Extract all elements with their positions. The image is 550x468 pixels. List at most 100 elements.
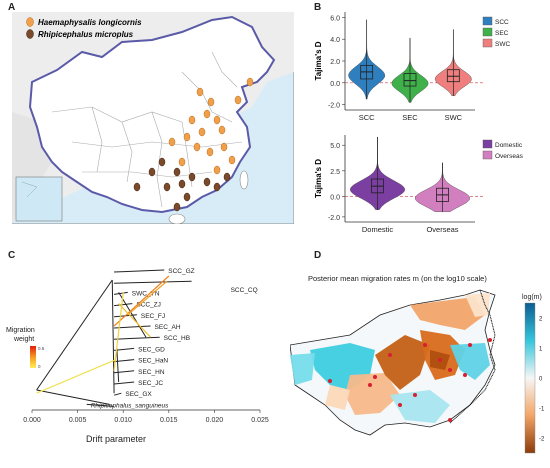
d-rate-patch [345,373,400,415]
c-taxon-label: SEC_GD [138,346,165,353]
d-rate-patch [375,335,430,390]
c-migration-edge [36,359,117,394]
c-legend-tick: 0 [38,364,41,369]
c-legend-title-1: Migration [6,327,35,334]
c-xtick-label: 0.000 [23,417,41,424]
c-taxon-label: SEC_HN [138,369,165,376]
d-colorbar-tick: -1 [539,407,545,413]
china-outline [28,15,276,214]
d-rate-patch [325,385,350,410]
c-migration-edge [113,275,170,327]
c-internal-branch [36,279,113,391]
c-internal-branch [36,389,110,405]
b-legend-label: Domestic [495,142,523,149]
b-ytick-label: -2.0 [328,215,340,222]
b-category-label: SWC [445,113,463,122]
c-taxon-label: SEC_HaN [138,358,168,365]
b-legend-label: SEC [495,30,509,37]
panel-label-d: D [314,250,322,261]
c-taxon-label: SCC_ZJ [136,302,161,309]
d-deme-point [328,379,332,383]
d-deme-point [373,375,377,379]
sample-site-markers [133,77,254,212]
c-branch [114,370,135,374]
box-scc [360,64,374,80]
d-title: Posterior mean migration rates m (on the… [308,274,487,283]
panel-label-b: B [314,2,322,13]
d-deme-point [423,343,427,347]
b-ytick-label: 2.0 [330,59,340,66]
b-ytick-label: 0.0 [330,81,340,88]
c-branch [114,336,160,340]
b-legend-swatch [482,38,493,48]
c-taxon-label: SEC_FJ [141,313,165,320]
c-branch [86,403,115,407]
b-legend-swatch [482,27,493,37]
c-xtick-label: 0.010 [114,417,132,424]
d-colorbar-tick: 2 [539,317,543,323]
d-colorbar-tick: 1 [539,347,543,353]
b-legend-label: Overseas [495,153,524,160]
c-taxon-label: SCC_HB [164,335,190,342]
c-taxon-label: SEC_GX [125,391,152,398]
box-sec [403,73,417,87]
b-category-label: SCC [359,113,375,122]
d-rate-patch [290,353,315,385]
panel-d-eems-map: Posterior mean migration rates m (on the… [290,274,545,454]
c-migration-edge [127,280,168,316]
c-xtick-label: 0.005 [69,417,87,424]
c-xtick-label: 0.020 [206,417,224,424]
c-internal-branch [118,292,147,338]
d-deme-point [368,383,372,387]
d-rate-patch [410,297,485,330]
d-deme-point [388,353,392,357]
b-ylabel: Tajima's D [314,159,323,198]
c-taxon-label: SEC_JC [138,380,163,387]
c-xtick-label: 0.015 [160,417,178,424]
c-branch [114,303,133,307]
c-taxon-label: SCC_GZ [168,268,194,275]
c-branch [114,280,192,284]
panel-label-c: C [8,250,16,261]
d-colorbar [524,302,536,454]
d-colorbar-tick: -2 [539,437,545,443]
c-taxon-label: SWC_YN [132,290,160,297]
panel-b-violins: -2.0 0.0 2.0 4.0 6.0 Tajima's D SCC SEC SWC SCC SE… [314,12,524,234]
c-branch [114,381,135,385]
box-swc [446,69,460,83]
d-deme-point [448,368,452,372]
b-legend-swatch [482,150,493,160]
c-branch [114,269,165,273]
south-china-sea-inset [15,176,63,222]
c-branch [114,347,135,351]
d-rate-patch [465,293,490,317]
b-ytick-label: 2.5 [330,169,340,176]
b-ytick-label: 5.0 [330,143,340,150]
d-deme-point [438,358,442,362]
b-category-label: Overseas [426,225,458,234]
legend-label-r-microplus: Rhipicephalus microplus [38,30,134,39]
d-rate-patch [450,343,490,380]
d-coastline [449,289,496,424]
d-colorbar-tick: 0 [539,377,543,383]
b-ytick-label: 0.0 [330,194,340,201]
c-xlabel: Drift parameter [86,434,146,444]
legend-label-h-longicornis: Haemaphysalis longicornis [38,18,142,27]
c-migration-edge [113,292,124,371]
b-ytick-label: -2.0 [328,103,340,110]
c-xtick-label: 0.025 [251,417,269,424]
c-legend-title-2: weight [13,336,34,343]
b-ylabel: Tajima's D [314,41,323,80]
b-category-label: Domestic [362,225,394,234]
d-deme-point [448,418,452,422]
b-legend-swatch [482,139,493,149]
c-taxon-label: SEC_AH [155,324,181,331]
c-internal-branch [116,348,120,383]
d-colorbar-title: log(m) [522,294,542,301]
b-ytick-label: 6.0 [330,15,340,22]
c-branch [113,392,122,396]
b-category-label: SEC [402,113,418,122]
panel-label-a: A [8,2,16,13]
d-deme-point [398,403,402,407]
c-branch [114,325,151,329]
